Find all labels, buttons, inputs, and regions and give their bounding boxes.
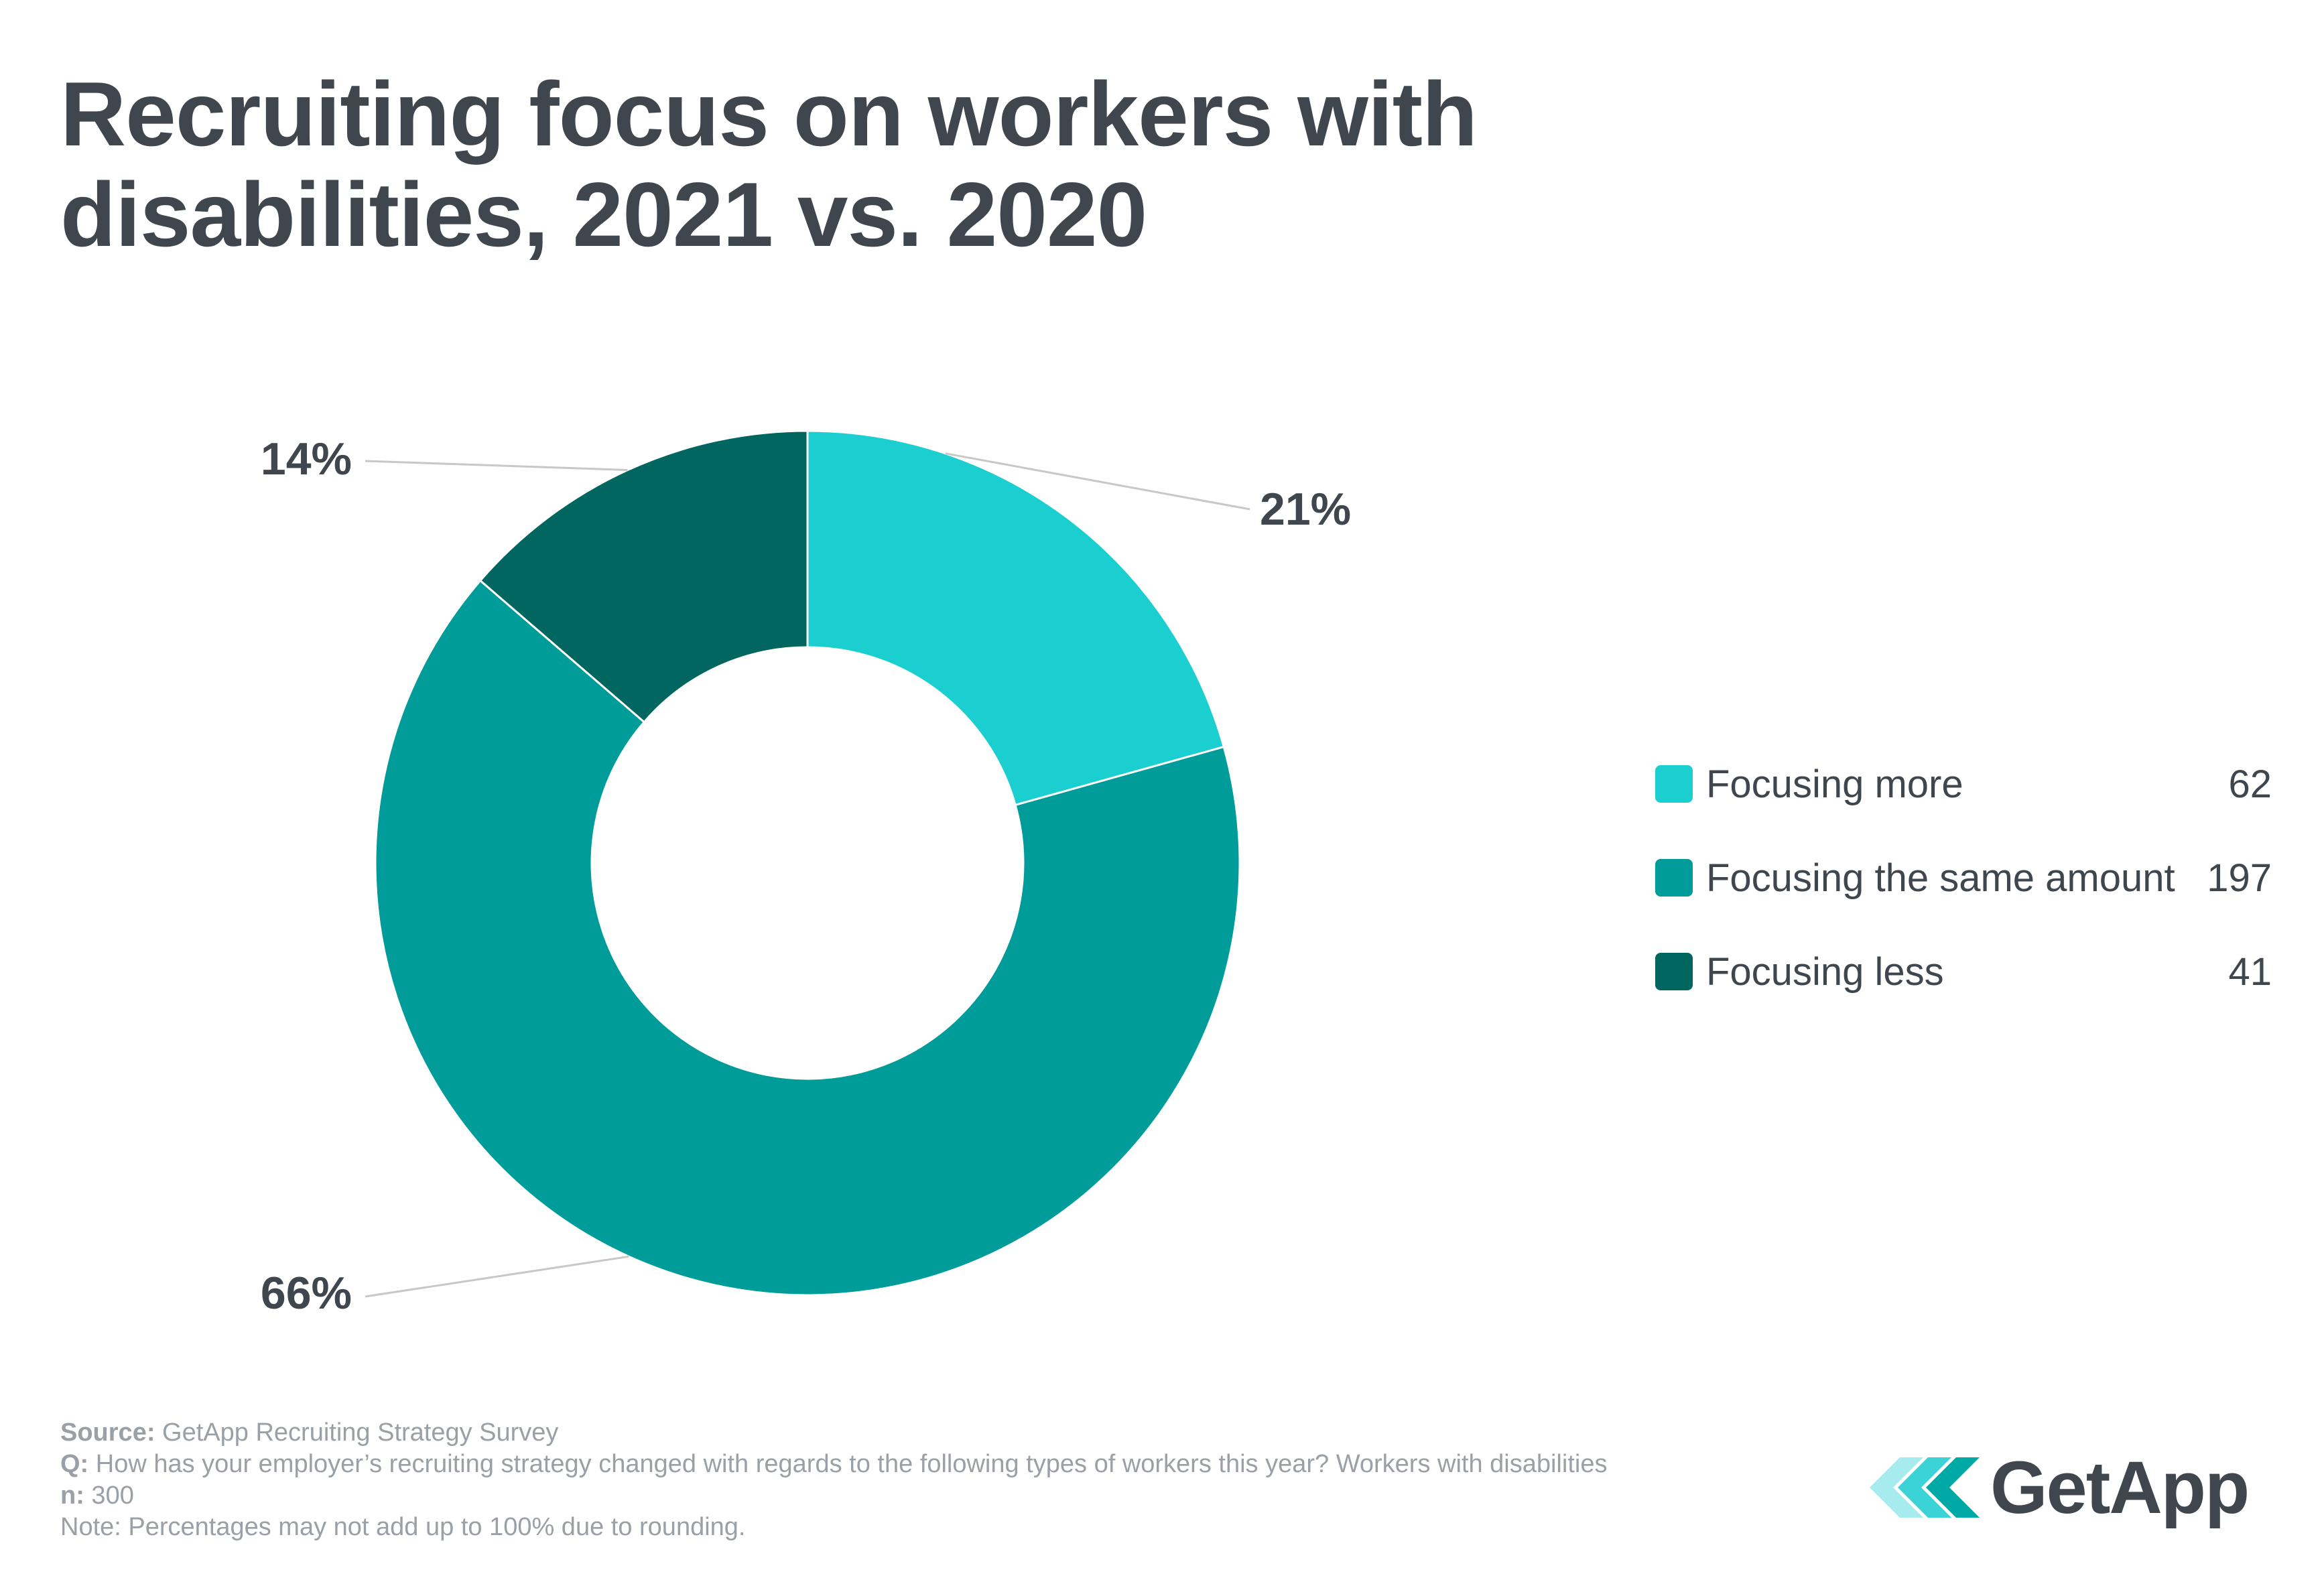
chart-title: Recruiting focus on workers with disabil… [60,64,1803,265]
chart-title-line-1: Recruiting focus on workers with [60,63,1478,165]
question-text: How has your employer’s recruiting strat… [88,1450,1608,1478]
legend-value: 62 [2228,762,2272,806]
legend-value: 197 [2207,856,2272,900]
legend-swatch [1655,765,1693,803]
legend-label: Focusing the same amount [1706,856,2175,900]
donut-slice[interactable] [478,429,809,724]
source-line: Source: GetApp Recruiting Strategy Surve… [60,1417,1870,1449]
legend-swatch [1655,953,1693,990]
donut-slice[interactable] [806,429,1226,807]
legend-value: 41 [2228,949,2272,994]
legend-item[interactable]: Focusing the same amount 197 [1655,831,2272,925]
getapp-logo: GetApp [1870,1441,2272,1534]
note-line: Note: Percentages may not add up to 100%… [60,1513,746,1541]
legend-item[interactable]: Focusing more 62 [1655,737,2272,831]
sample-size-line: n: 300 [60,1480,1870,1512]
legend-item[interactable]: Focusing less 41 [1655,925,2272,1018]
sample-size-text: 300 [84,1481,134,1510]
legend-label: Focusing more [1706,762,1963,806]
question-label: Q: [60,1450,89,1478]
percent-label: 21% [1260,484,1351,535]
sample-size-label: n: [60,1481,84,1510]
legend-swatch [1655,859,1693,897]
donut-slice[interactable] [374,579,1241,1297]
question-line: Q: How has your employer’s recruiting st… [60,1449,1870,1480]
legend: Focusing more 62 Focusing the same amoun… [1655,737,2272,1018]
percent-label: 66% [261,1268,352,1319]
chart-footer: Source: GetApp Recruiting Strategy Surve… [60,1417,1870,1543]
percent-label: 14% [261,434,352,484]
chart-title-line-2: disabilities, 2021 vs. 2020 [60,163,1147,265]
legend-label: Focusing less [1706,949,1944,994]
source-text: GetApp Recruiting Strategy Survey [155,1418,559,1447]
leader-line [365,1255,629,1298]
leader-line [945,452,1250,511]
leader-line [365,460,628,472]
source-label: Source: [60,1418,155,1447]
getapp-chevrons-icon [1870,1457,1980,1518]
getapp-logo-text: GetApp [1990,1446,2250,1529]
